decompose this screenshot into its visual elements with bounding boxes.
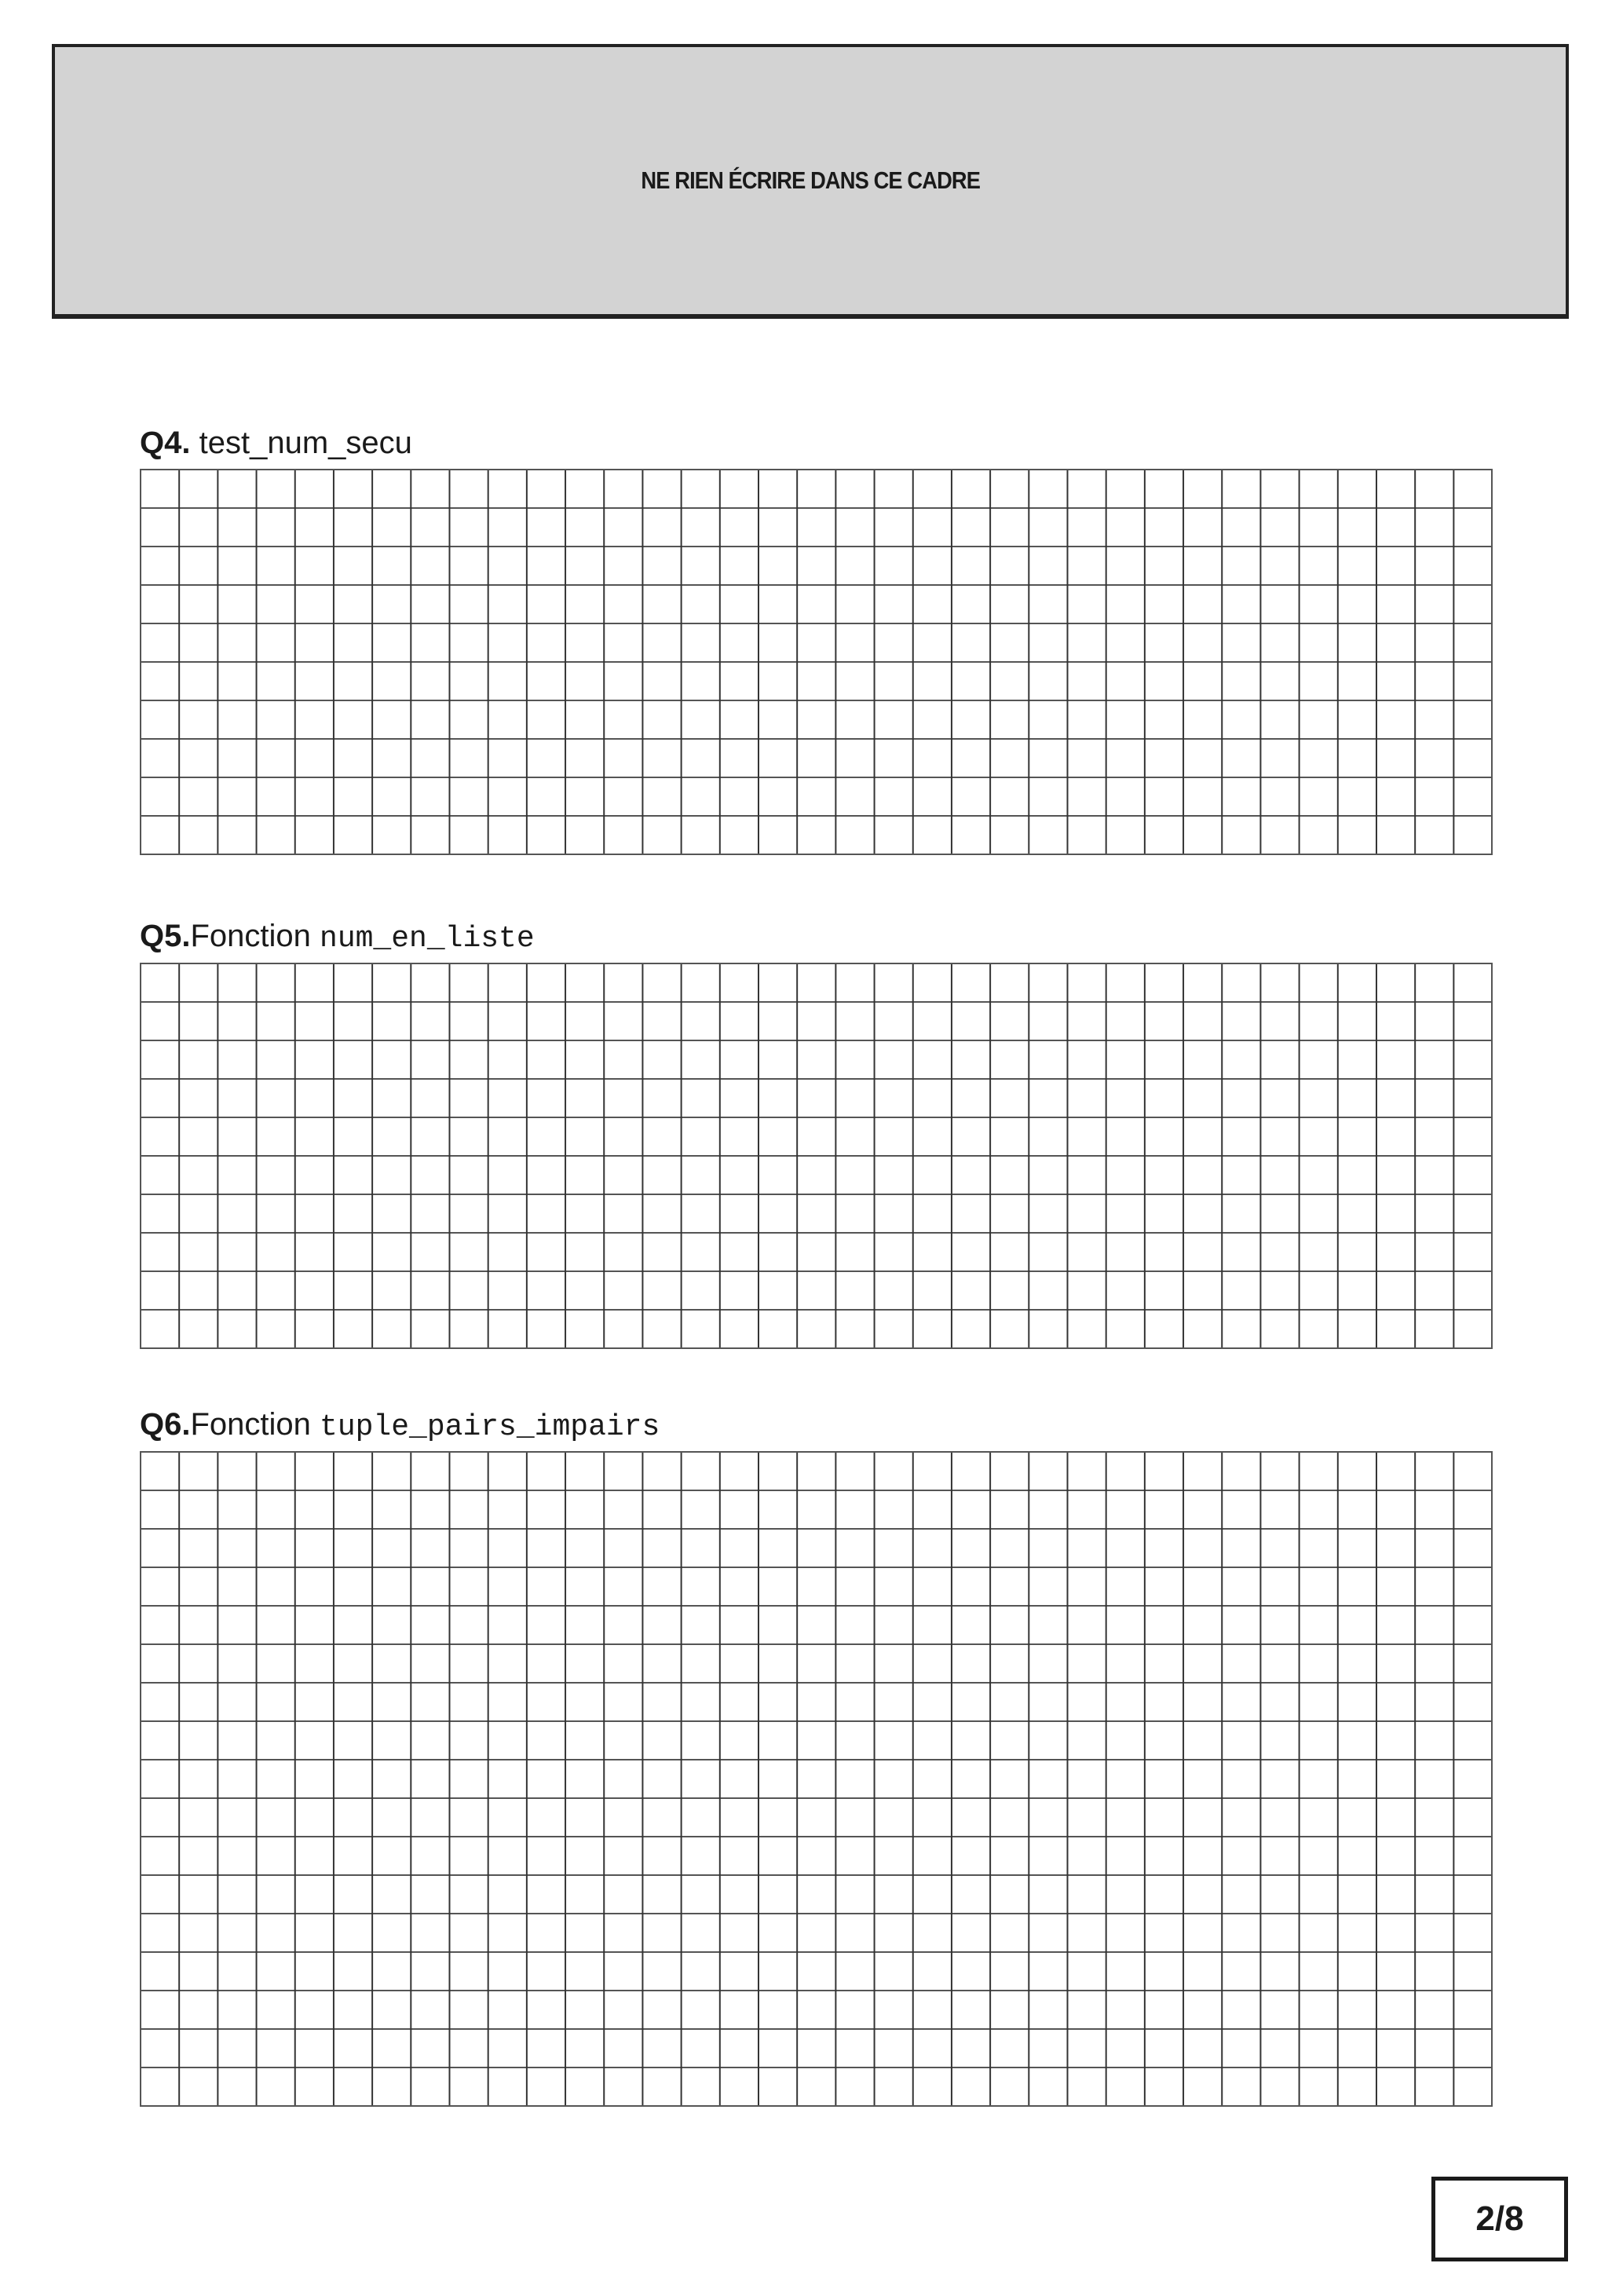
question-4-label: Q4. test_num_secu <box>140 426 412 461</box>
do-not-write-notice: NE RIEN ÉCRIRE DANS CE CADRE <box>641 166 980 194</box>
question-title: Fonction <box>190 1407 320 1442</box>
function-name: num_en_liste <box>320 922 535 956</box>
answer-grid-q4[interactable] <box>140 469 1493 855</box>
question-title: Fonction <box>190 919 320 953</box>
function-name: tuple_pairs_impairs <box>320 1410 660 1444</box>
question-number: Q4. <box>140 426 191 460</box>
question-title: test_num_secu <box>199 426 412 460</box>
answer-grid-q5[interactable] <box>140 963 1493 1349</box>
question-6-label: Q6.Fonction tuple_pairs_impairs <box>140 1407 660 1444</box>
question-number: Q6. <box>140 1407 191 1442</box>
do-not-write-box: NE RIEN ÉCRIRE DANS CE CADRE <box>52 44 1569 319</box>
page-number: 2/8 <box>1475 2199 1524 2238</box>
question-number: Q5. <box>140 919 191 953</box>
answer-grid-q6[interactable] <box>140 1451 1493 2107</box>
question-5-label: Q5.Fonction num_en_liste <box>140 919 535 956</box>
page-number-box: 2/8 <box>1431 2177 1568 2261</box>
